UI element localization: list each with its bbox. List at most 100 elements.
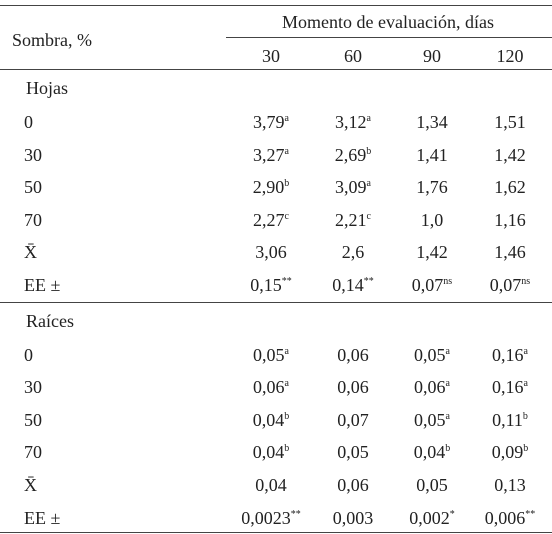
cell-value: 0,05	[253, 344, 285, 365]
row-label: 30	[24, 377, 42, 398]
cell: 0,15**	[250, 276, 292, 294]
cell-value: 3,06	[255, 242, 287, 263]
cell-superscript: a	[445, 378, 450, 390]
cell-superscript: a	[284, 378, 289, 390]
cell-superscript: **	[290, 508, 301, 520]
cell: 1,51	[494, 113, 526, 131]
column-header: 30	[262, 46, 280, 66]
cell-superscript: **	[281, 276, 292, 287]
cell-superscript: b	[523, 443, 529, 455]
cell: 0,003	[333, 509, 374, 527]
cell-superscript: c	[284, 210, 289, 222]
cell-value: 2,69	[334, 144, 367, 165]
cell: 1,62	[494, 178, 526, 196]
cell-value: 0,002	[409, 507, 450, 528]
cell-value: 0,003	[332, 507, 374, 528]
cell: 1,41	[416, 146, 448, 164]
cell: 0,16a	[492, 346, 528, 364]
cell: 3,09a	[335, 178, 371, 196]
cell-value: 1,46	[494, 242, 526, 263]
cell: 3,06	[255, 243, 287, 261]
cell-value: 0,11	[492, 409, 523, 430]
row-header: Sombra, %	[12, 30, 92, 50]
cell-value: 0,06	[337, 344, 369, 365]
cell-value: 1,62	[494, 177, 526, 198]
cell: 0,05	[337, 443, 369, 461]
cell: 0,006**	[485, 509, 536, 527]
cell: 0,05a	[253, 346, 289, 364]
cell-value: 1,51	[494, 112, 526, 132]
cell-superscript: a	[445, 410, 450, 422]
cell: 2,27c	[253, 211, 289, 229]
cell: 3,12a	[335, 113, 371, 131]
row-label: X̄	[24, 475, 37, 495]
cell-value: 0,13	[494, 475, 526, 495]
row-label: 0	[24, 344, 33, 365]
cell: 2,69b	[335, 146, 372, 164]
cell: 0,09b	[492, 443, 529, 461]
cell-value: 0,05	[414, 409, 446, 430]
column-header: 60	[344, 46, 362, 66]
cell-value: 0,06	[414, 377, 446, 398]
cell: 1,16	[494, 211, 526, 229]
cell: 0,04b	[253, 411, 290, 429]
cell-superscript: **	[525, 508, 536, 520]
rule	[226, 37, 552, 38]
cell: 0,06a	[414, 378, 450, 396]
cell-superscript: c	[366, 210, 371, 222]
row-label: EE ±	[24, 275, 61, 295]
rule	[0, 69, 552, 70]
cell-superscript: a	[366, 113, 371, 124]
cell-value: 1,42	[416, 242, 448, 263]
cell: 0,06	[337, 346, 369, 364]
cell-value: 2,21	[335, 209, 367, 230]
cell: 0,002*	[409, 509, 455, 527]
cell: 1,0	[421, 211, 444, 229]
cell-value: 1,42	[494, 144, 526, 165]
cell-superscript: b	[284, 410, 290, 422]
cell: 1,42	[494, 146, 526, 164]
cell-value: 0,05	[414, 344, 446, 365]
cell: 0,14**	[332, 276, 374, 294]
cell: 0,04b	[253, 443, 290, 461]
cell-superscript: a	[523, 345, 528, 357]
cell-value: 0,09	[491, 442, 524, 463]
row-label: X̄	[24, 242, 37, 263]
cell: 0,07ns	[490, 276, 530, 294]
section-title: Raíces	[26, 310, 74, 331]
cell: 2,21c	[335, 211, 371, 229]
row-label: 0	[24, 112, 33, 132]
cell-superscript: ns	[521, 276, 531, 287]
rule	[0, 532, 552, 533]
cell: 1,34	[416, 113, 448, 131]
cell-value: 0,07	[337, 409, 369, 430]
cell-value: 3,09	[335, 177, 367, 198]
cell-value: 0,006	[484, 507, 526, 528]
cell-value: 1,34	[416, 112, 448, 132]
cell: 3,79a	[253, 113, 289, 131]
cell-value: 0,07	[489, 275, 522, 295]
cell-value: 0,05	[337, 442, 369, 463]
cell-superscript: b	[445, 443, 451, 455]
row-label: EE ±	[24, 507, 61, 528]
cell-superscript: a	[284, 345, 289, 357]
cell: 0,13	[494, 476, 526, 494]
cell-superscript: *	[449, 508, 455, 520]
cell-value: 2,27	[253, 209, 285, 230]
cell: 0,07ns	[412, 276, 452, 294]
cell-superscript: a	[284, 145, 289, 157]
cell-superscript: b	[284, 443, 290, 455]
cell: 0,06	[337, 378, 369, 396]
cell: 0,16a	[492, 378, 528, 396]
section-title: Hojas	[26, 78, 68, 98]
cell-value: 2,6	[341, 242, 365, 263]
cell: 3,27a	[253, 146, 289, 164]
cell-superscript: **	[363, 276, 374, 287]
rule	[0, 5, 552, 6]
cell: 0,05a	[414, 346, 450, 364]
row-label: 70	[24, 442, 42, 463]
cell: 0,07	[337, 411, 369, 429]
cell-superscript: a	[284, 113, 289, 124]
cell-value: 3,79	[253, 112, 285, 132]
